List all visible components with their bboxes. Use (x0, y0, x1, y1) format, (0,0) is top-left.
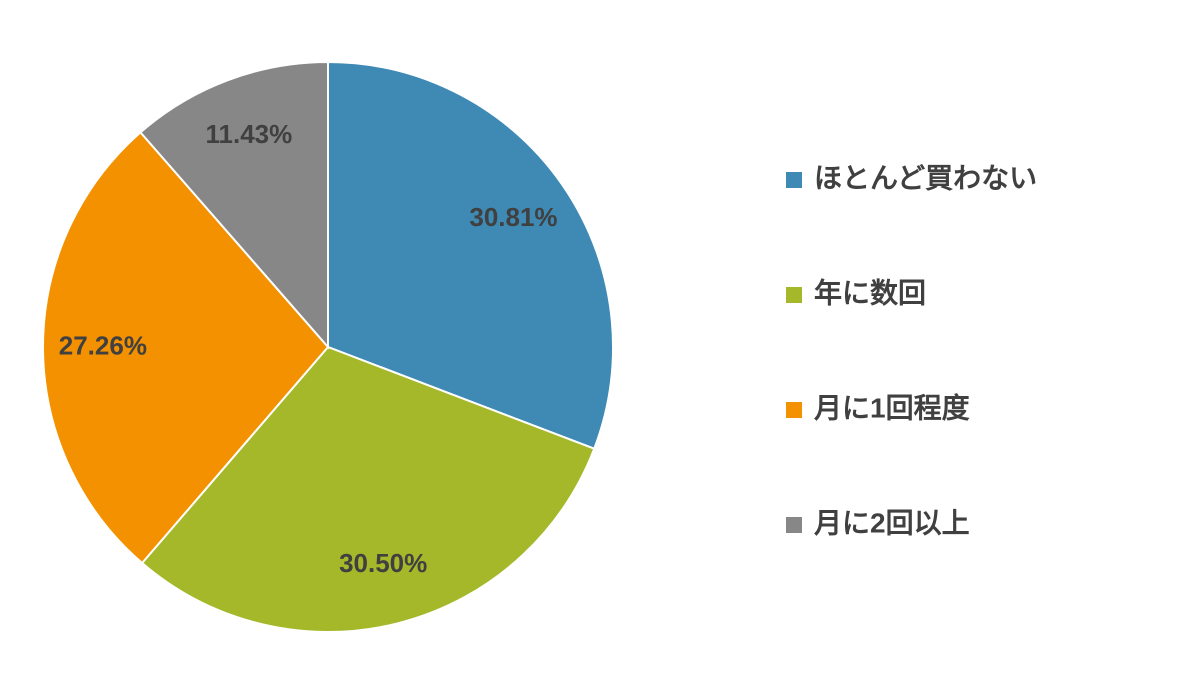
data-label: 11.43% (206, 119, 293, 149)
legend-swatch (786, 287, 802, 303)
legend-swatch (786, 517, 802, 533)
legend-swatch (786, 172, 802, 188)
pie-slice (139, 60, 329, 350)
legend-label: ほとんど買わない (814, 162, 1037, 193)
data-label: 27.26% (59, 331, 147, 361)
pie-slice (327, 60, 614, 451)
data-label: 30.50% (339, 548, 427, 578)
legend-label: 月に2回以上 (813, 507, 970, 538)
data-label: 30.81% (469, 202, 557, 232)
pie-slice (42, 130, 330, 565)
pie-slice (140, 345, 596, 633)
legend-label: 年に数回 (814, 276, 926, 308)
legend-label: 月に1回程度 (813, 392, 970, 423)
legend-swatch (786, 402, 802, 418)
